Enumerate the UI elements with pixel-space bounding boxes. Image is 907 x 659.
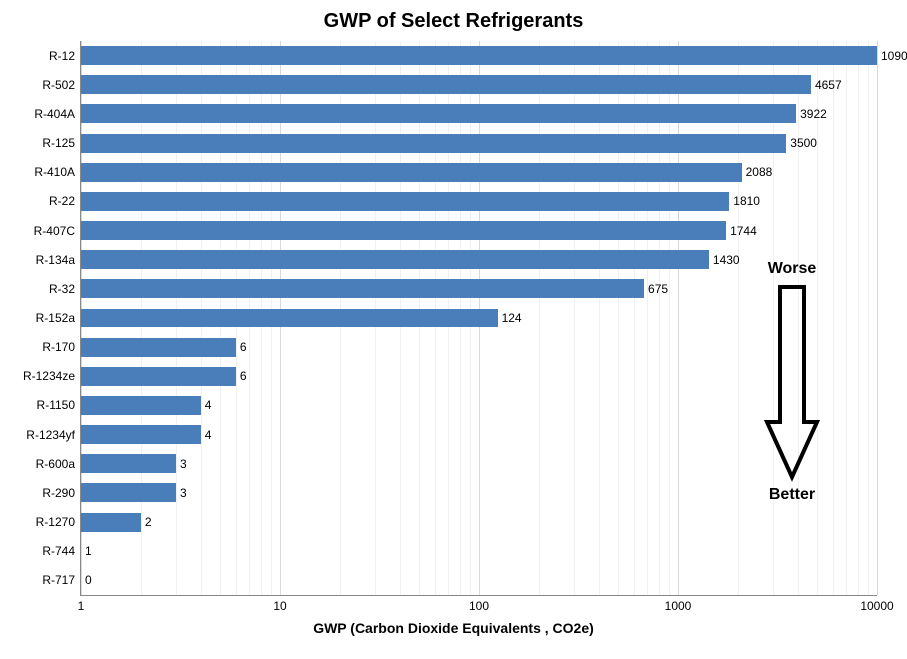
bar: 124 — [81, 309, 498, 328]
chart-container: GWP of Select Refrigerants 1101001000100… — [0, 0, 907, 659]
category-label: R-717 — [42, 573, 75, 587]
category-label: R-410A — [34, 165, 75, 179]
bar: 3922 — [81, 104, 796, 123]
arrow-bottom-label: Better — [747, 486, 837, 504]
bar: 675 — [81, 279, 644, 298]
bar-row: R-1210900 — [81, 46, 877, 65]
bar-value-label: 6 — [240, 340, 247, 354]
bar-value-label: 1810 — [733, 194, 760, 208]
bar-row: R-404A3922 — [81, 104, 877, 123]
bar: 1810 — [81, 192, 729, 211]
category-label: R-290 — [42, 486, 75, 500]
bar: 1430 — [81, 250, 709, 269]
bar-value-label: 3922 — [800, 107, 827, 121]
bar: 1744 — [81, 221, 726, 240]
worse-better-arrow: Worse Better — [747, 260, 837, 504]
category-label: R-502 — [42, 78, 75, 92]
category-label: R-744 — [42, 544, 75, 558]
bar-value-label: 4 — [205, 428, 212, 442]
bar-row: R-7170 — [81, 571, 877, 590]
bar: 6 — [81, 367, 236, 386]
bar-value-label: 1 — [85, 544, 92, 558]
x-tick-label: 1000 — [665, 599, 692, 613]
category-label: R-1270 — [36, 515, 75, 529]
bar-value-label: 3 — [180, 486, 187, 500]
bar-value-label: 4 — [205, 398, 212, 412]
bar-value-label: 3 — [180, 457, 187, 471]
category-label: R-1234ze — [23, 369, 75, 383]
bar-value-label: 0 — [85, 573, 92, 587]
bar-row: R-7441 — [81, 542, 877, 561]
x-tick-label: 10 — [273, 599, 286, 613]
bar-row: R-5024657 — [81, 75, 877, 94]
category-label: R-12 — [49, 49, 75, 63]
bar: 10900 — [81, 46, 877, 65]
x-tick-label: 10000 — [860, 599, 893, 613]
bar: 4 — [81, 396, 201, 415]
bar-value-label: 2088 — [746, 165, 773, 179]
category-label: R-600a — [36, 457, 75, 471]
x-tick-label: 100 — [469, 599, 489, 613]
category-label: R-170 — [42, 340, 75, 354]
bar-row: R-410A2088 — [81, 163, 877, 182]
arrow-top-label: Worse — [747, 260, 837, 278]
bar-row: R-221810 — [81, 192, 877, 211]
bar: 2088 — [81, 163, 742, 182]
category-label: R-404A — [34, 107, 75, 121]
bar-value-label: 2 — [145, 515, 152, 529]
bar: 3 — [81, 483, 176, 502]
category-label: R-22 — [49, 194, 75, 208]
category-label: R-1234yf — [26, 428, 75, 442]
down-arrow-icon — [762, 282, 822, 482]
x-axis-title: GWP (Carbon Dioxide Equivalents , CO2e) — [10, 620, 897, 636]
bar: 4657 — [81, 75, 811, 94]
category-label: R-32 — [49, 282, 75, 296]
bar: 2 — [81, 513, 141, 532]
category-label: R-1150 — [37, 398, 75, 412]
bar-row: R-12702 — [81, 513, 877, 532]
bar-value-label: 1744 — [730, 224, 757, 238]
bar-row: R-1253500 — [81, 134, 877, 153]
bar-value-label: 6 — [240, 369, 247, 383]
category-label: R-407C — [34, 224, 75, 238]
bar-value-label: 4657 — [815, 78, 842, 92]
bar-row: R-407C1744 — [81, 221, 877, 240]
bar-value-label: 3500 — [790, 136, 817, 150]
bar: 4 — [81, 425, 201, 444]
category-label: R-134a — [36, 253, 75, 267]
category-label: R-125 — [42, 136, 75, 150]
gridline-major — [877, 41, 878, 595]
category-label: R-152a — [36, 311, 75, 325]
bar-value-label: 124 — [502, 311, 522, 325]
bar: 3 — [81, 454, 176, 473]
bar: 6 — [81, 338, 236, 357]
bar-value-label: 675 — [648, 282, 668, 296]
x-tick-label: 1 — [78, 599, 85, 613]
bar-value-label: 1430 — [713, 253, 740, 267]
bar: 3500 — [81, 134, 786, 153]
chart-title: GWP of Select Refrigerants — [10, 10, 897, 33]
bar-value-label: 10900 — [881, 49, 907, 63]
